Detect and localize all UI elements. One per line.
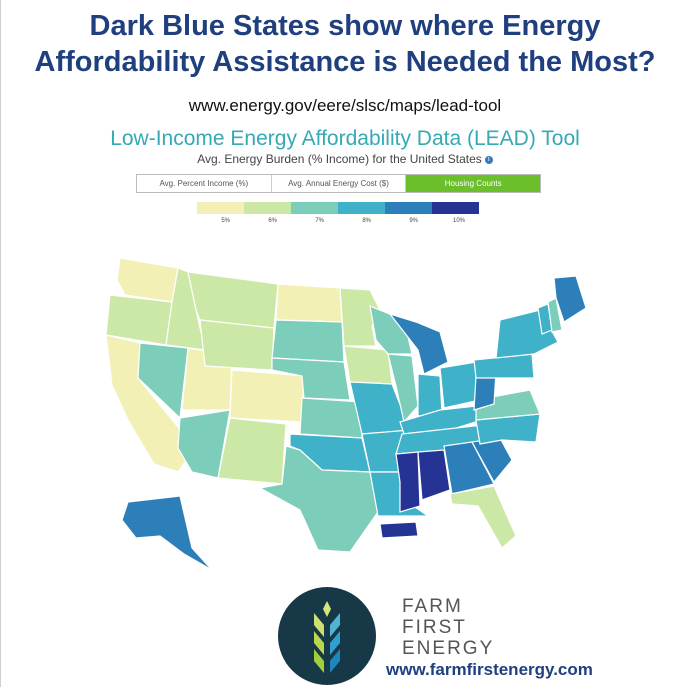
brand-line-1: FARM	[402, 596, 463, 617]
info-icon[interactable]: i	[484, 155, 493, 164]
legend-label-7: 7%	[315, 218, 324, 224]
state-south-dakota[interactable]	[271, 319, 345, 363]
state-alabama[interactable]	[417, 449, 451, 501]
page-edge	[0, 0, 1, 687]
state-puerto-rico[interactable]	[379, 521, 419, 539]
brand-line-2: FIRST	[402, 617, 467, 638]
legend-label-8: 8%	[362, 218, 371, 224]
source-url[interactable]: www.energy.gov/eere/slsc/maps/lead-tool	[188, 96, 502, 115]
legend-swatch-9	[385, 202, 432, 214]
state-iowa[interactable]	[343, 345, 393, 385]
legend-label-6: 6%	[268, 218, 277, 224]
state-arizona[interactable]	[177, 409, 231, 479]
brand-url[interactable]: www.farmfirstenergy.com	[386, 660, 593, 679]
state-new-mexico[interactable]	[217, 417, 287, 485]
state-georgia[interactable]	[443, 441, 495, 495]
state-indiana[interactable]	[417, 373, 443, 417]
state-kansas[interactable]	[299, 397, 363, 439]
legend-swatch-8	[338, 202, 385, 214]
state-alaska[interactable]	[121, 495, 213, 571]
legend-swatch-10	[432, 202, 479, 214]
tab-housing-counts[interactable]: Housing Counts	[406, 175, 541, 192]
headline-line-1: Dark Blue States show where Energy	[89, 10, 601, 42]
legend-label-5: 5%	[221, 218, 230, 224]
legend-swatch-7	[291, 202, 338, 214]
tool-subtitle-text: Avg. Energy Burden (% Income) for the Un…	[197, 152, 482, 166]
tab-avg-percent-income[interactable]: Avg. Percent Income (%)	[137, 175, 272, 192]
state-north-dakota[interactable]	[275, 283, 343, 323]
state-illinois[interactable]	[387, 353, 419, 424]
tool-subtitle: Avg. Energy Burden (% Income) for the Un…	[0, 152, 690, 166]
tool-title: Low-Income Energy Affordability Data (LE…	[110, 127, 580, 150]
headline-line-2: Affordability Assistance is Needed the M…	[34, 46, 656, 78]
state-texas[interactable]	[258, 445, 379, 553]
state-florida[interactable]	[449, 485, 517, 549]
legend-labels: 5% 6% 7% 8% 9% 10%	[197, 218, 479, 224]
legend-label-9: 9%	[409, 218, 418, 224]
legend-swatch-6	[244, 202, 291, 214]
state-wyoming[interactable]	[199, 319, 275, 371]
brand-name: FARM FIRST ENERGY	[402, 596, 494, 659]
us-energy-burden-map	[105, 257, 587, 571]
legend-label-10: 10%	[452, 218, 465, 224]
headline: Dark Blue States show where Energy Affor…	[10, 8, 680, 80]
farm-first-energy-logo	[278, 587, 392, 685]
legend-swatch-5	[197, 202, 244, 214]
tab-avg-annual-energy-cost[interactable]: Avg. Annual Energy Cost ($)	[271, 175, 407, 192]
wheat-icon	[314, 601, 340, 673]
metric-tabs: Avg. Percent Income (%) Avg. Annual Ener…	[136, 174, 541, 193]
legend-swatches	[197, 202, 479, 214]
state-mississippi[interactable]	[395, 451, 421, 513]
state-colorado[interactable]	[229, 369, 305, 423]
state-new-hampshire[interactable]	[547, 297, 563, 333]
state-washington[interactable]	[116, 257, 179, 303]
state-maine[interactable]	[553, 275, 587, 323]
brand-line-3: ENERGY	[402, 638, 495, 659]
